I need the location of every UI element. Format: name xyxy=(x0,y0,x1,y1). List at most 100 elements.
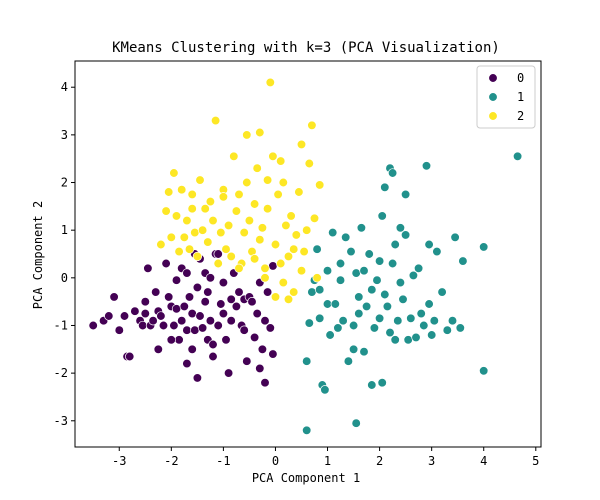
data-point xyxy=(307,287,317,297)
data-point xyxy=(171,211,182,221)
x-tick-label: 4 xyxy=(480,454,487,468)
data-point xyxy=(354,308,364,319)
data-point xyxy=(255,127,265,138)
data-point xyxy=(161,258,171,269)
data-point xyxy=(348,320,359,331)
data-point xyxy=(374,256,385,266)
data-point xyxy=(442,325,452,335)
data-point xyxy=(289,287,299,297)
data-point xyxy=(216,299,226,309)
x-axis-label: PCA Component 1 xyxy=(252,471,360,485)
data-point xyxy=(262,175,273,185)
data-point xyxy=(130,306,140,316)
data-point xyxy=(257,344,268,354)
data-point xyxy=(302,425,312,435)
data-point xyxy=(281,220,291,231)
data-point xyxy=(203,287,213,297)
legend-box xyxy=(476,65,536,129)
data-point xyxy=(294,187,304,197)
data-point xyxy=(88,320,98,331)
data-point xyxy=(382,301,393,312)
data-point xyxy=(512,151,523,161)
data-point xyxy=(268,151,278,161)
data-point xyxy=(299,246,309,257)
data-point xyxy=(447,316,458,326)
data-point xyxy=(205,273,216,283)
data-point xyxy=(197,323,208,333)
data-point xyxy=(221,335,231,345)
y-axis-label: PCA Component 2 xyxy=(31,201,45,309)
data-point xyxy=(273,189,283,200)
data-point xyxy=(179,301,189,312)
x-tick-label: -2 xyxy=(164,454,178,468)
data-point xyxy=(231,206,242,216)
data-point xyxy=(320,385,330,395)
data-point xyxy=(260,378,270,388)
data-point xyxy=(244,215,255,226)
data-point xyxy=(229,151,239,161)
data-point xyxy=(356,223,367,233)
data-point xyxy=(335,275,346,285)
data-point xyxy=(304,318,314,328)
data-point xyxy=(161,206,171,216)
y-tick-label: 0 xyxy=(61,271,68,285)
data-point xyxy=(166,335,176,345)
data-point xyxy=(169,168,179,178)
data-point xyxy=(197,225,208,235)
legend-marker xyxy=(488,73,498,83)
data-point xyxy=(406,313,416,323)
data-point xyxy=(218,277,229,288)
data-point xyxy=(208,339,218,350)
data-point xyxy=(182,325,192,335)
legend-marker xyxy=(488,92,498,102)
data-point xyxy=(354,292,364,302)
data-point xyxy=(114,325,124,335)
y-tick-label: -2 xyxy=(54,366,68,380)
data-point xyxy=(164,187,174,197)
y-tick-label: 1 xyxy=(61,223,68,237)
data-point xyxy=(309,213,320,223)
data-point xyxy=(138,320,148,331)
data-point xyxy=(283,294,294,304)
data-point xyxy=(242,356,252,366)
legend-label: 2 xyxy=(517,109,524,123)
data-point xyxy=(385,327,395,338)
data-point xyxy=(187,204,197,214)
data-point xyxy=(424,299,434,309)
data-point xyxy=(226,294,236,304)
data-point xyxy=(302,356,312,366)
x-tick-label: -3 xyxy=(112,454,126,468)
data-point xyxy=(210,115,221,126)
data-point xyxy=(268,261,278,271)
data-point xyxy=(231,301,242,312)
data-point xyxy=(359,266,369,276)
data-point xyxy=(265,323,275,333)
data-point xyxy=(450,232,460,242)
data-point xyxy=(257,223,268,233)
data-point xyxy=(148,316,158,326)
data-point xyxy=(315,313,325,323)
data-point xyxy=(361,301,372,312)
data-point xyxy=(437,287,447,297)
series-0 xyxy=(88,249,278,388)
data-point xyxy=(312,273,322,283)
data-point xyxy=(260,263,270,273)
y-tick-label: 3 xyxy=(61,128,68,142)
data-point xyxy=(302,225,312,235)
data-point xyxy=(190,325,200,335)
data-point xyxy=(187,344,197,354)
data-point xyxy=(187,308,197,319)
legend-label: 1 xyxy=(517,90,524,104)
data-point xyxy=(270,292,281,302)
data-point xyxy=(429,316,439,326)
data-point xyxy=(184,292,195,302)
data-point xyxy=(203,237,213,247)
data-point xyxy=(307,120,317,130)
data-point xyxy=(260,273,270,283)
data-point xyxy=(286,211,296,221)
data-point xyxy=(268,349,278,359)
data-point xyxy=(403,335,413,345)
data-point xyxy=(343,356,354,366)
data-point xyxy=(216,227,226,238)
